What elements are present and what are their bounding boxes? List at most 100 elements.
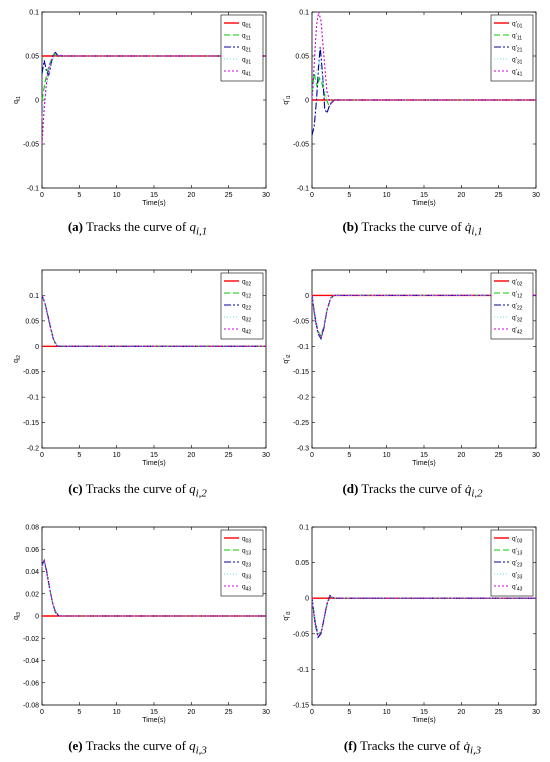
x-tick-label: 20 [187,192,195,199]
legend-label-main: q [242,327,246,334]
y-tick-label: 0.1 [299,525,309,532]
x-tick-label: 30 [262,452,270,459]
x-tick-label: 25 [495,709,503,716]
y-axis-label-main: q' [283,615,290,620]
legend-label-sub: 03 [517,539,523,545]
y-tick-label: 0.05 [295,560,309,567]
x-tick-label: 15 [420,709,428,716]
legend-label-main: q' [512,536,517,543]
legend-label-main: q [242,33,246,40]
x-tick-label: 15 [420,452,428,459]
legend-label-main: q [242,279,246,286]
legend-box [490,272,534,340]
caption-sub: i,2 [195,487,207,500]
y-tick-label: 0.02 [25,591,39,598]
x-tick-label: 15 [150,192,158,199]
y-tick-label: -0.1 [297,667,309,674]
y-axis-label-main: q' [283,99,290,104]
y-axis-label: q'i1 [283,95,292,104]
y-tick-label: 0.04 [25,569,39,576]
legend-label: q32 [242,315,251,324]
legend-label-sub: 43 [246,587,252,593]
legend-label-sub: 11 [246,36,251,42]
legend-label-sub: 13 [517,551,523,557]
y-tick-label: 0 [35,614,39,621]
legend-label: q'43 [512,584,523,593]
y-axis-label: q'i2 [283,354,292,363]
y-tick-label: -0.1 [27,395,39,402]
y-tick-label: -0.15 [293,703,309,710]
y-axis-label: qi3 [13,612,22,620]
y-tick-label: 0.05 [25,54,39,61]
y-axis-label-main: q [13,359,20,363]
legend-label-sub: 12 [246,294,252,300]
caption-e: (e) Tracks the curve of qi,3 [0,738,275,757]
caption-f: (f) Tracks the curve of q̇i,3 [275,738,550,757]
legend-label-sub: 33 [246,575,252,581]
x-tick-label: 10 [383,452,391,459]
legend-box [220,272,264,340]
caption-sub: i,3 [195,744,207,757]
legend-label: q11 [242,33,251,42]
series-line-33 [41,559,266,617]
x-tick-label: 10 [113,192,121,199]
y-axis-label: qi1 [13,96,22,104]
caption-var: q [189,738,196,753]
legend-label-main: q [242,560,246,567]
legend-label: q'12 [512,291,523,300]
caption-text: Tracks the curve of [85,481,186,496]
x-tick-label: 15 [420,192,428,199]
legend-label: q33 [242,572,251,581]
legend-label-main: q' [512,572,517,579]
legend-label-sub: 02 [246,282,252,288]
legend-label-sub: 23 [517,563,523,569]
y-tick-label: 0.06 [25,547,39,554]
x-tick-label: 5 [77,452,81,459]
x-tick-label: 0 [310,192,314,199]
x-tick-label: 10 [383,192,391,199]
series-line-41 [311,11,536,106]
y-tick-label: -0.05 [23,142,39,149]
series-line-41 [41,54,266,145]
legend-label-sub: 32 [246,318,252,324]
y-tick-label: -0.15 [23,420,39,427]
legend-label-sub: 32 [517,318,523,324]
y-tick-label: 0 [305,596,309,603]
legend-box [490,529,534,597]
legend: q'02q'12q'22q'32q'42 [490,272,534,340]
x-tick-label: 30 [532,709,540,716]
y-axis-label-main: q [13,616,20,620]
chart-a: 0 5 10 15 20 25 30-0.1-0.0500.050.1Time(s)qi1q… [13,10,270,208]
caption-sub: i,1 [196,225,208,238]
y-axis-label-sub: i2 [286,354,292,358]
x-tick-label: 20 [457,709,465,716]
legend-label-sub: 22 [246,306,252,312]
caption-tag: (a) [67,219,83,234]
y-tick-label: -0.05 [293,631,309,638]
y-tick-label: -0.06 [23,680,39,687]
legend-label-sub: 41 [246,72,252,78]
legend-label-sub: 41 [517,72,523,78]
x-tick-label: 5 [347,452,351,459]
y-axis-label: qi2 [13,355,22,363]
x-tick-label: 5 [347,709,351,716]
legend-label: q12 [242,291,251,300]
caption-d: (d) Tracks the curve of q̇i,2 [275,481,550,500]
legend-label-main: q' [512,33,517,40]
y-tick-label: -0.1 [27,186,39,193]
legend-label: q'22 [512,303,523,312]
chart-c: 0 5 10 15 20 25 30 -0.2 -0.15 -0.1 -0.05 0 0.05 0.1 Ti… [13,269,270,467]
x-tick-label: 0 [310,709,314,716]
caption-var: q̇ [464,481,472,496]
y-tick-label: 0 [305,98,309,105]
x-axis-label: Time(s) [412,200,435,207]
caption-tag: (e) [68,738,83,753]
legend-label-sub: 12 [517,294,523,300]
chart-e: 0 5 10 15 20 25 30 -0.08 -0.06 -0.04 -0.02 0 0.02 0.0… [13,525,270,725]
x-tick-label: 30 [532,452,540,459]
legend-box [220,529,264,597]
series-line-33 [311,595,536,637]
legend-label: q31 [242,57,251,66]
legend: q'03q'13q'23q'33q'43 [490,529,534,597]
